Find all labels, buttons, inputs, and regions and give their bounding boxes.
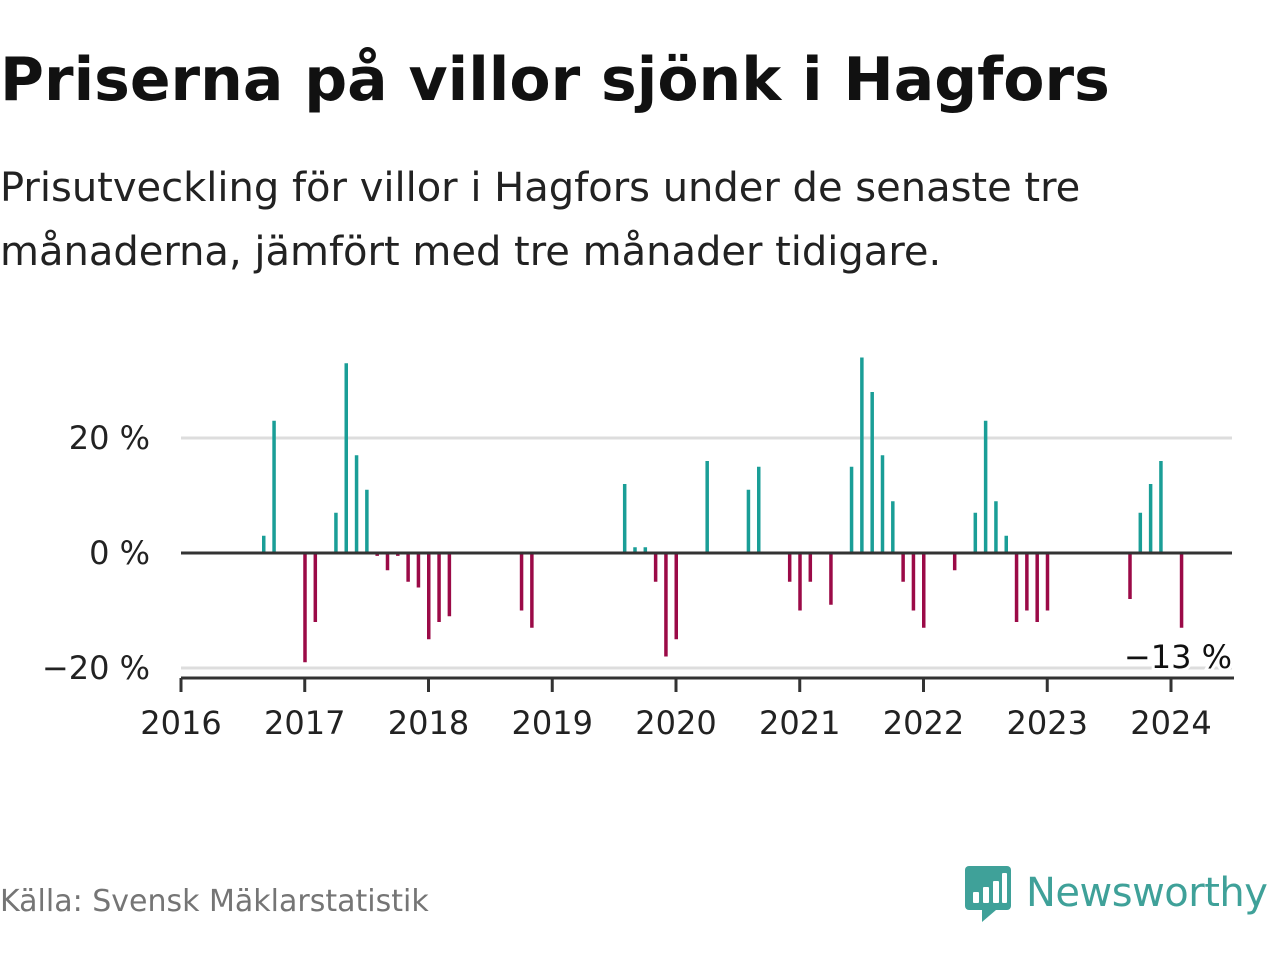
bar (344, 363, 348, 553)
bar-chart-speech-icon (965, 866, 1011, 922)
bar (891, 501, 895, 553)
bar (416, 553, 421, 588)
bar (653, 553, 658, 582)
bar (406, 553, 410, 582)
bar (1138, 512, 1143, 553)
bar-layer (262, 357, 1184, 663)
last-value-label: −13 % (1124, 638, 1232, 676)
bar (334, 512, 338, 553)
y-tick-label: 20 % (69, 419, 150, 457)
y-tick-label: −20 % (42, 649, 150, 687)
x-tick-label: 2021 (759, 704, 840, 742)
bar (870, 392, 874, 553)
bar (922, 553, 926, 628)
y-tick-label: 0 % (89, 534, 150, 572)
source-note: Källa: Svensk Mäklarstatistik (0, 884, 429, 919)
bar (973, 512, 978, 553)
newsworthy-logo[interactable]: Newsworthy (962, 862, 1268, 924)
bar (994, 501, 998, 553)
bar (808, 553, 813, 582)
bar (1148, 484, 1153, 553)
bar (664, 553, 668, 657)
bar (674, 553, 678, 640)
bar (622, 484, 627, 553)
bar (633, 547, 637, 553)
bar (1014, 553, 1019, 622)
bar (798, 553, 802, 611)
bar (303, 553, 307, 663)
bar (849, 466, 854, 553)
bar (354, 455, 359, 553)
bar (427, 553, 431, 640)
x-tick-label: 2017 (264, 704, 345, 742)
bar (530, 553, 534, 628)
bar (746, 489, 751, 553)
brand-name: Newsworthy (1026, 870, 1268, 916)
chart-subtitle: Prisutveckling för villor i Hagfors unde… (0, 165, 1081, 275)
bar (1179, 553, 1184, 628)
bar-chart: −20 % 0 % 20 % 2016 2017 2018 2019 2020 2021 2022… (42, 357, 1235, 742)
bar (705, 461, 709, 553)
x-tick-label: 2023 (1007, 704, 1088, 742)
bar (1025, 553, 1029, 611)
bar (860, 357, 864, 553)
chart-title: Priserna på villor sjönk i Hagfors (0, 45, 1110, 115)
x-tick-label: 2019 (512, 704, 593, 742)
bar (447, 553, 452, 617)
bar (1004, 535, 1008, 553)
x-tick-label: 2020 (635, 704, 716, 742)
bar (643, 547, 648, 553)
x-tick-label: 2018 (388, 704, 469, 742)
axis-layer (179, 551, 1234, 692)
bar (901, 553, 905, 582)
bar (365, 489, 369, 553)
bar (911, 553, 916, 611)
bar (1159, 461, 1163, 553)
bar (262, 535, 266, 553)
bar (757, 466, 761, 553)
bar (313, 553, 318, 622)
bar (272, 420, 276, 553)
bar (787, 553, 792, 582)
bar (1035, 553, 1039, 622)
bar (952, 553, 957, 571)
bar (880, 455, 885, 553)
bar (519, 553, 524, 611)
label-layer: −20 % 0 % 20 % 2016 2017 2018 2019 2020 2021 2022… (42, 419, 1235, 742)
grid-layer (181, 436, 1232, 670)
bar (385, 553, 390, 571)
x-tick-label: 2024 (1130, 704, 1211, 742)
x-tick-label: 2022 (883, 704, 964, 742)
bar (983, 420, 988, 553)
bar (1128, 553, 1132, 599)
bar (437, 553, 441, 622)
x-tick-label: 2016 (140, 704, 221, 742)
bar (1045, 553, 1050, 611)
bar (829, 553, 833, 605)
